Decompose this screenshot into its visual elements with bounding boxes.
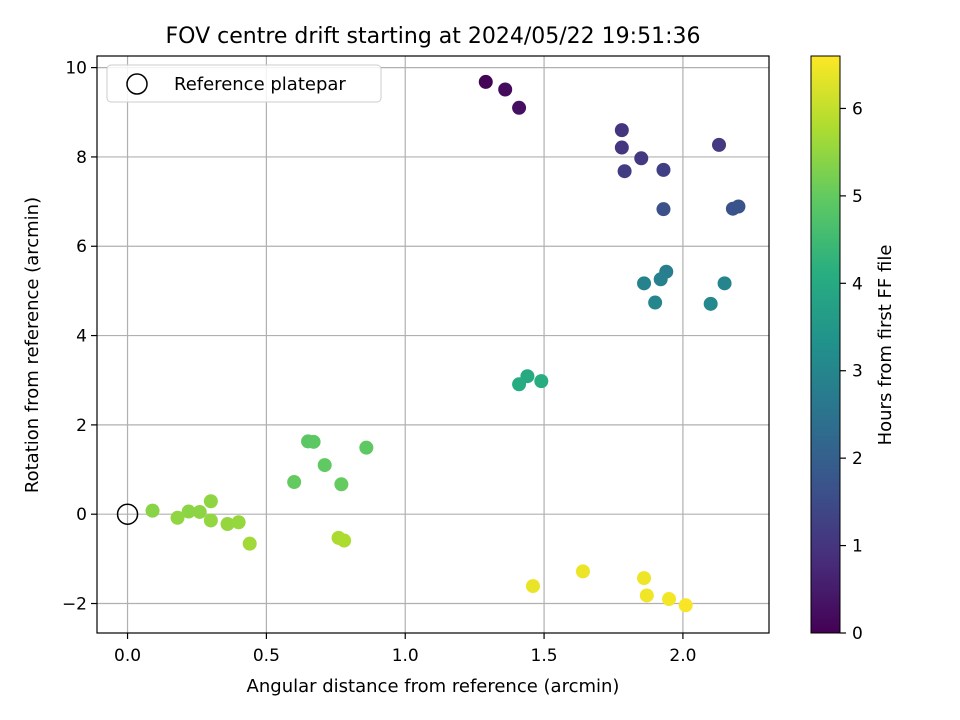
data-point (637, 276, 652, 291)
legend-box (106, 64, 382, 103)
grid (97, 56, 769, 633)
data-point (575, 564, 590, 579)
colorbar-ticks: 0 1 2 3 4 5 6 (840, 99, 863, 644)
colorbar-label: Hours from first FF file (875, 245, 896, 446)
data-point (614, 123, 629, 138)
y-tick-label: 6 (76, 237, 87, 257)
data-point (220, 517, 235, 532)
colorbar-tick-label: 6 (852, 99, 863, 119)
data-point (203, 494, 218, 509)
data-point (656, 162, 671, 177)
x-tick-label: 2.0 (669, 646, 696, 666)
data-point (525, 579, 540, 594)
colorbar: 0 1 2 3 4 5 6 Hours from first FF file (810, 55, 896, 644)
data-point (512, 377, 527, 392)
data-point (656, 202, 671, 217)
data-point (317, 458, 332, 473)
data-point (717, 276, 732, 291)
colorbar-tick-label: 5 (852, 187, 863, 207)
legend-label-reference: Reference platepar (174, 74, 346, 95)
data-point (181, 504, 196, 519)
y-tick-label: 0 (76, 505, 87, 525)
data-point (731, 199, 746, 214)
data-point (287, 475, 302, 490)
colorbar-gradient (810, 55, 841, 634)
plot-frame (96, 55, 770, 634)
colorbar-tick-label: 4 (852, 274, 863, 294)
data-points (116, 74, 746, 613)
data-point (614, 140, 629, 155)
legend: Reference platepar (106, 64, 382, 103)
data-point (306, 434, 321, 449)
data-point (359, 440, 374, 455)
data-point (512, 100, 527, 115)
colorbar-tick-label: 0 (852, 624, 863, 644)
data-point (662, 592, 677, 607)
data-point (203, 513, 218, 528)
x-tick-label: 1.5 (531, 646, 558, 666)
data-point (145, 503, 160, 518)
data-point (534, 374, 549, 389)
data-point (478, 74, 493, 89)
data-point (242, 536, 257, 551)
data-point (639, 588, 654, 603)
data-point (334, 477, 349, 492)
y-tick-label: 4 (76, 327, 87, 347)
legend-marker-reference (126, 73, 148, 95)
y-tick-label: −2 (62, 595, 87, 615)
y-tick-label: 8 (76, 148, 87, 168)
data-point (637, 571, 652, 586)
x-axis-label: Angular distance from reference (arcmin) (247, 676, 620, 697)
reference-platepar-marker (116, 503, 139, 525)
data-point (498, 82, 513, 97)
x-tick-label: 0.0 (114, 646, 141, 666)
y-axis-label: Rotation from reference (arcmin) (22, 197, 43, 493)
chart-title: FOV centre drift starting at 2024/05/22 … (166, 24, 701, 49)
colorbar-tick-label: 3 (852, 362, 863, 382)
y-tick-label: 2 (76, 416, 87, 436)
data-point (170, 510, 185, 525)
data-point (192, 504, 207, 519)
data-point (634, 151, 649, 166)
x-tick-label: 1.0 (392, 646, 419, 666)
data-point (712, 137, 727, 152)
data-point (231, 515, 246, 530)
data-point (337, 533, 352, 548)
data-point (648, 295, 663, 310)
data-point (653, 272, 668, 287)
x-tick-label: 0.5 (253, 646, 280, 666)
data-point (703, 296, 718, 311)
data-point (617, 164, 632, 179)
y-axis: −2 0 2 4 6 8 10 (62, 59, 97, 615)
y-tick-label: 10 (65, 59, 87, 79)
data-point (678, 598, 693, 613)
colorbar-tick-label: 2 (852, 449, 863, 469)
colorbar-tick-label: 1 (852, 537, 863, 557)
x-axis: 0.0 0.5 1.0 1.5 2.0 (114, 633, 696, 666)
